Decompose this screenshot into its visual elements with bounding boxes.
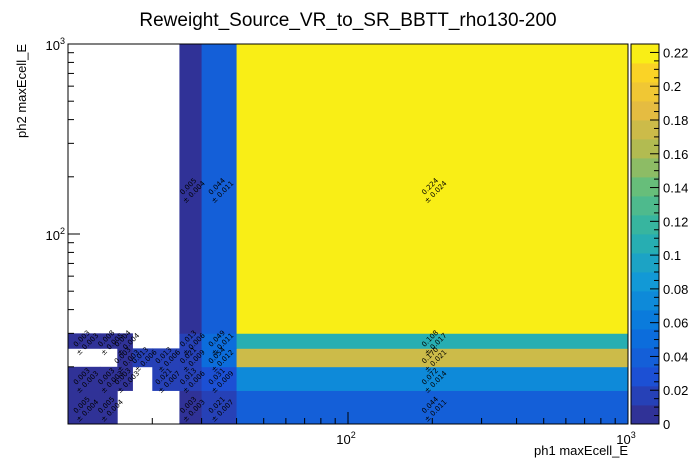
colorbar-segment (631, 386, 659, 406)
x-tick-label: 102 (336, 430, 355, 447)
colorbar-tick-label: 0.04 (663, 349, 688, 364)
y-axis-label: ph2 maxEcell_E (14, 44, 29, 138)
colorbar-segment (631, 215, 659, 235)
heatmap-cell (179, 390, 202, 424)
colorbar-tick-label: 0.08 (663, 282, 688, 297)
heatmap-cell (179, 348, 202, 368)
colorbar-tick-label: 0.22 (663, 45, 688, 60)
colorbar-segment (631, 272, 659, 292)
colorbar-tick-label: 0 (663, 417, 670, 432)
heatmap-cell (236, 366, 628, 391)
colorbar-segment (631, 101, 659, 121)
heatmap-cell (132, 348, 153, 368)
colorbar: 0 0.02 0.04 0.06 0.08 0.1 0.12 0.14 0.16 0.18 0.2 0… (630, 43, 688, 432)
colorbar-tick-label: 0.16 (663, 147, 688, 162)
heatmap-cell (236, 333, 628, 349)
heatmap-cell (68, 366, 101, 391)
heatmap-cell (201, 390, 237, 424)
heatmap-cells (68, 44, 628, 424)
heatmap-cell (152, 348, 180, 368)
heatmap-cell (117, 366, 133, 391)
colorbar-tick-label: 0.2 (663, 79, 681, 94)
y-axis: 102 103 (46, 36, 80, 425)
colorbar-segment (631, 253, 659, 273)
heatmap-cell (236, 348, 628, 368)
colorbar-tick-label: 0.1 (663, 248, 681, 263)
colorbar-segment (631, 120, 659, 140)
colorbar-tick-label: 0.06 (663, 316, 688, 331)
colorbar-segment (631, 310, 659, 330)
y-tick-label: 102 (46, 226, 65, 243)
heatmap-cell (152, 366, 180, 391)
heatmap-cell (236, 44, 628, 334)
heatmap-cell (68, 390, 101, 424)
heatmap-cell (179, 44, 202, 334)
colorbar-segment (631, 234, 659, 254)
colorbar-segment (631, 405, 659, 425)
colorbar-tick-label: 0.02 (663, 383, 688, 398)
x-axis: 102 103 (67, 412, 636, 447)
colorbar-segment (631, 158, 659, 178)
chart-title: Reweight_Source_VR_to_SR_BBTT_rho130-200 (139, 10, 556, 31)
heatmap-cell (201, 333, 237, 349)
colorbar-segment (631, 139, 659, 159)
x-axis-label: ph1 maxEcell_E (534, 443, 628, 458)
colorbar-segment (631, 177, 659, 197)
colorbar-segment (631, 367, 659, 387)
colorbar-segment (631, 82, 659, 102)
heatmap-cell (68, 333, 101, 349)
heatmap-cell (99, 390, 118, 424)
heatmap-cell (117, 333, 133, 349)
colorbar-segment (631, 291, 659, 311)
x-tick-label: 103 (616, 430, 635, 447)
y-tick-label: 103 (46, 36, 65, 53)
heatmap-cell (201, 366, 237, 391)
heatmap-cell (99, 366, 118, 391)
colorbar-segment (631, 63, 659, 83)
heatmap-cell (201, 348, 237, 368)
colorbar-frame (630, 43, 660, 425)
colorbar-tick-label: 0.18 (663, 113, 688, 128)
colorbar-tick-label: 0.14 (663, 181, 688, 196)
colorbar-tick-label: 0.12 (663, 214, 688, 229)
heatmap-cell (201, 44, 237, 334)
colorbar-segment (631, 196, 659, 216)
colorbar-segment (631, 348, 659, 368)
heatmap-cell (179, 333, 202, 349)
heatmap-cell (99, 333, 118, 349)
heatmap-cell (179, 366, 202, 391)
colorbar-segment (631, 44, 659, 64)
heatmap-cell (117, 348, 133, 368)
colorbar-segment (631, 329, 659, 349)
